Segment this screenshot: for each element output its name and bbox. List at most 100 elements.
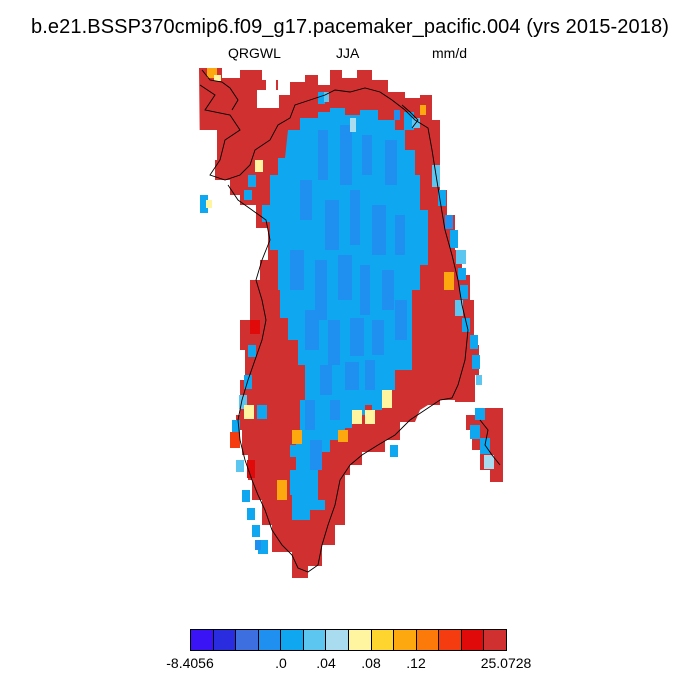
grid-cells <box>199 68 503 578</box>
grid-cell-coastal <box>462 318 470 332</box>
grid-cell-coastal <box>365 410 375 424</box>
grid-cell-coastal <box>338 430 348 442</box>
grid-cell-midblue <box>305 400 315 430</box>
grid-cell-coastal <box>420 105 426 115</box>
grid-cell-coastal <box>352 410 362 424</box>
grid-cell-coastal <box>394 110 400 120</box>
grid-cell-coastal <box>255 160 263 172</box>
coastline-path <box>199 84 469 573</box>
grid-cell-coastal <box>404 112 414 130</box>
grid-cell-coastal <box>292 430 302 444</box>
grid-cell-coastal <box>390 445 398 457</box>
season-label: JJA <box>336 45 360 61</box>
grid-cell-coastal <box>290 445 300 457</box>
colorbar-box <box>438 629 462 651</box>
grid-cell-midblue <box>290 250 304 290</box>
map-gap <box>257 90 279 108</box>
units-label: mm/d <box>432 45 467 61</box>
grid-cell-midblue <box>382 270 394 310</box>
grid-cell-coastal <box>258 540 268 554</box>
grid-cell-coastal <box>350 118 356 132</box>
colorbar-box <box>483 629 507 651</box>
colorbar-box <box>212 629 237 651</box>
grid-cell-coastal <box>470 425 480 439</box>
grid-cell-midblue <box>328 320 340 365</box>
coastline-path <box>401 104 419 129</box>
grid-cell-midblue <box>340 125 352 185</box>
grid-cell-midblue <box>315 260 327 320</box>
colorbar <box>190 629 507 651</box>
variable-label: QRGWL <box>228 45 281 61</box>
colorbar-label: .12 <box>406 655 426 671</box>
coastline-path <box>479 419 501 466</box>
colorbar-label: -8.4056 <box>166 655 214 671</box>
colorbar-box <box>302 629 327 651</box>
colorbar-label: .08 <box>361 655 381 671</box>
grid-cell-coastal <box>455 300 463 316</box>
grid-cell-midblue <box>372 205 386 255</box>
plot-title: b.e21.BSSP370cmip6.f09_g17.pacemaker_pac… <box>31 16 669 38</box>
grid-cell-midblue <box>320 365 332 395</box>
grid-cell-coastal <box>242 490 250 502</box>
grid-cell-coastal <box>475 408 485 420</box>
coastline <box>199 69 501 573</box>
grid-cell-coastal <box>460 285 468 299</box>
grid-cell-midblue <box>325 200 339 250</box>
grid-cell-coastal <box>252 525 260 537</box>
grid-cell-coastal <box>248 175 256 187</box>
colorbar-box <box>415 629 440 651</box>
grid-cell-coastal <box>248 345 256 357</box>
grid-cell-coastal <box>232 420 240 434</box>
grid-cell-coastal <box>214 75 221 81</box>
colorbar-box <box>393 629 417 651</box>
colorbar-box <box>280 629 304 651</box>
grid-cell-coastal <box>445 215 453 229</box>
grid-cell-coastal <box>458 268 466 280</box>
grid-cell-coastal <box>230 432 240 448</box>
grid-cell-midblue <box>372 320 384 355</box>
map-gap <box>266 80 276 90</box>
grid-cell-midblue <box>318 130 328 180</box>
grid-cell-coastal <box>456 250 466 264</box>
grid-cell-coastal <box>255 540 261 550</box>
grid-cell-coastal <box>236 460 244 472</box>
coastline-path <box>201 69 239 111</box>
colorbar-box <box>460 629 485 651</box>
grid-cell-midblue <box>395 215 405 255</box>
grid-cell-coastal <box>382 390 392 408</box>
grid-cell-coastal <box>476 375 482 385</box>
grid-cell-coastal <box>444 272 454 290</box>
grid-cell-coastal <box>247 508 255 520</box>
grid-cell-midblue <box>305 310 319 350</box>
grid-cell-coastal <box>372 398 382 410</box>
grid-cell-coastal <box>244 405 254 419</box>
grid-cell-midblue <box>350 190 360 245</box>
grid-cell-coastal <box>206 200 212 208</box>
grid-cell-coastal <box>324 92 329 102</box>
grid-cell-coastal <box>472 355 480 369</box>
grid-cell-coastal <box>200 195 208 213</box>
grid-cell-coastal <box>277 480 287 500</box>
grid-cell-midblue <box>360 265 370 315</box>
grid-cell-midblue <box>385 140 397 185</box>
grid-cell-midblue <box>338 255 352 300</box>
colorbar-box <box>348 629 372 651</box>
grid-cell-coastal <box>247 460 255 478</box>
colorbar-box <box>235 629 259 651</box>
grid-cell-coastal <box>480 438 490 454</box>
grid-cell-coastal <box>244 190 252 200</box>
grid-cell-midblue <box>362 135 372 175</box>
colorbar-label: .04 <box>316 655 336 671</box>
grid-cell-coastal <box>250 320 260 334</box>
grid-cell-coastal <box>207 68 217 78</box>
grid-cell-coastal <box>450 230 458 248</box>
grid-cell-coastal <box>484 455 494 469</box>
grid-cell-midblue <box>330 400 340 420</box>
grid-cell-coastal <box>257 405 267 419</box>
colorbar-label: .0 <box>275 655 287 671</box>
grid-cell-coastal <box>470 335 478 349</box>
grid-cell-midblue <box>345 362 359 390</box>
grid-cell-midblue <box>310 440 322 470</box>
colorbar-box <box>257 629 282 651</box>
